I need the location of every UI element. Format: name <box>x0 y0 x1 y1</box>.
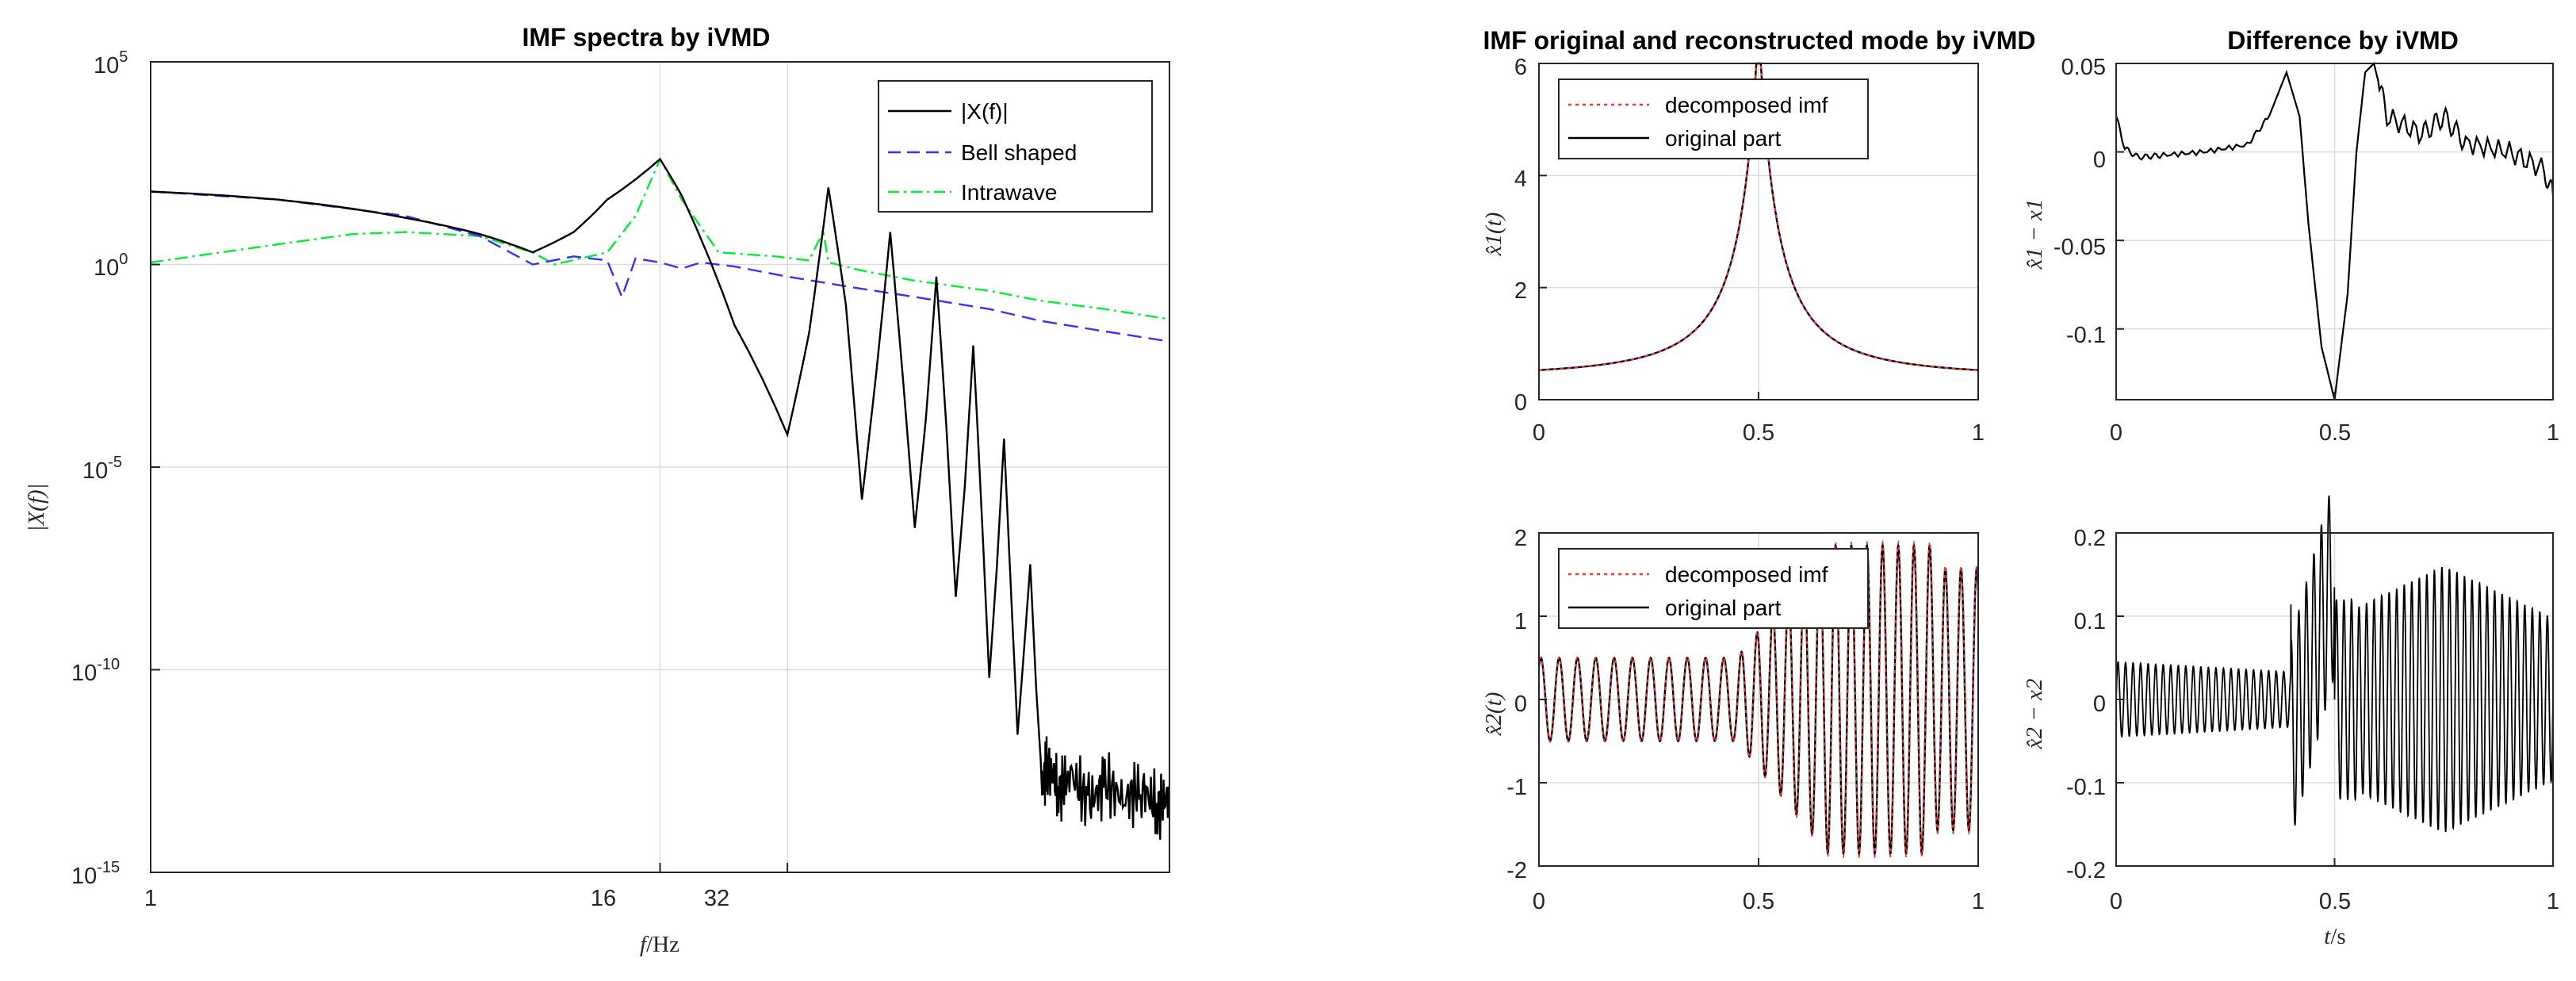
diff2-ticks: 0.2 0.1 0 -0.1 -0.2 0 0.5 1 <box>2066 526 2559 914</box>
ytick-label: 0 <box>2093 148 2106 173</box>
legend-label: Bell shaped <box>961 140 1077 165</box>
ytick-label: 10-5 <box>82 454 122 484</box>
legend-label: decomposed imf <box>1665 93 1828 117</box>
mode2-legend: decomposed imf original part <box>1558 548 1869 629</box>
xtick-label: 32 <box>704 886 729 911</box>
ytick-label: 2 <box>1514 278 1527 304</box>
spectra-title: IMF spectra by iVMD <box>522 23 771 52</box>
ytick-label: 1 <box>1514 609 1527 634</box>
xtick-label: 0 <box>2110 889 2122 914</box>
ytick-label: 100 <box>94 251 128 281</box>
ytick-label: 0 <box>1514 390 1527 416</box>
diff1-panel <box>2115 61 2555 400</box>
ytick-label: 4 <box>1514 167 1527 192</box>
spectra-ytick-labels: 105 100 10-5 10-10 10-15 <box>71 48 128 889</box>
legend-box <box>878 80 1153 213</box>
series-line-bell <box>150 190 1170 343</box>
legend-label: original part <box>1665 126 1782 151</box>
legend-box <box>1558 79 1869 159</box>
mode1-panel <box>1538 62 1979 400</box>
ytick-label: -2 <box>1506 858 1527 883</box>
ytick-label: 2 <box>1514 526 1527 551</box>
legend-label: |X(f)| <box>961 99 1009 124</box>
diff1-ylabel: x̂1 − x1 <box>2022 199 2047 270</box>
xtick-label: 1 <box>2547 889 2559 914</box>
spectra-xtick-labels: 1 16 32 <box>144 886 729 911</box>
ytick-label: 0 <box>1514 692 1527 717</box>
mode1-legend: decomposed imf original part <box>1558 79 1869 159</box>
xtick-label: 1 <box>144 886 157 911</box>
mode1-ticks: 6 4 2 0 0 0.5 1 <box>1514 55 1985 446</box>
diff2-panel <box>2115 495 2554 867</box>
spectra-ticks <box>150 61 789 873</box>
spectra-xlabel: f/Hz <box>640 932 679 957</box>
ytick-label: 0.2 <box>2074 526 2106 551</box>
spectra-panel: IMF spectra by iVMD 105 100 10-5 10-10 1… <box>24 23 1171 957</box>
diff2-xlabel: t/s <box>2324 924 2345 949</box>
legend-box <box>1558 548 1869 629</box>
diff-title: Difference by iVMD <box>2227 26 2459 55</box>
spectra-legend: |X(f)| Bell shaped Intrawave <box>878 80 1153 213</box>
legend-label: Intrawave <box>961 180 1057 205</box>
ytick-label: -0.05 <box>2054 235 2106 260</box>
ytick-label: -0.1 <box>2066 775 2106 800</box>
mode-title: IMF original and reconstructed mode by i… <box>1483 26 2036 55</box>
xtick-label: 0 <box>2110 420 2122 446</box>
xtick-label: 0 <box>1533 889 1545 914</box>
series-line-original <box>150 157 1171 840</box>
ytick-label: 0.1 <box>2074 609 2106 634</box>
legend-label: original part <box>1665 596 1782 620</box>
legend-label: decomposed imf <box>1665 562 1828 587</box>
mode1-ylabel: x̂1(t) <box>1481 213 1506 257</box>
ytick-label: 10-10 <box>71 656 120 686</box>
xtick-label: 1 <box>1972 420 1985 446</box>
ytick-label: 10-15 <box>71 859 120 889</box>
ytick-label: -0.1 <box>2066 323 2106 348</box>
diff2-ylabel: x̂2 − x2 <box>2022 679 2047 750</box>
xtick-label: 0.5 <box>2319 889 2351 914</box>
series-line-decomposed <box>1538 539 1979 860</box>
ytick-label: -0.2 <box>2066 858 2106 883</box>
ytick-label: 105 <box>94 48 128 79</box>
diff1-ticks: 0.05 0 -0.05 -0.1 0 0.5 1 <box>2054 55 2559 446</box>
xtick-label: 0.5 <box>2319 420 2351 446</box>
ytick-label: 6 <box>1514 55 1527 80</box>
ytick-label: -1 <box>1506 775 1527 800</box>
xtick-label: 16 <box>591 886 616 911</box>
xtick-label: 0 <box>1533 420 1545 446</box>
ytick-label: 0.05 <box>2061 55 2106 80</box>
xtick-label: 0.5 <box>1743 889 1774 914</box>
ytick-label: 0 <box>2093 692 2106 717</box>
spectra-lines <box>150 156 1171 840</box>
mode2-ticks: 2 1 0 -1 -2 0 0.5 1 <box>1506 526 1985 914</box>
xtick-label: 0.5 <box>1743 420 1774 446</box>
mode2-ylabel: x̂2(t) <box>1481 692 1506 737</box>
series-line-intrawave <box>150 156 1170 320</box>
xtick-label: 1 <box>1972 889 1985 914</box>
xtick-label: 1 <box>2547 420 2559 446</box>
series-line-difference <box>2115 495 2554 833</box>
spectra-ylabel: |X(f)| <box>24 483 49 531</box>
